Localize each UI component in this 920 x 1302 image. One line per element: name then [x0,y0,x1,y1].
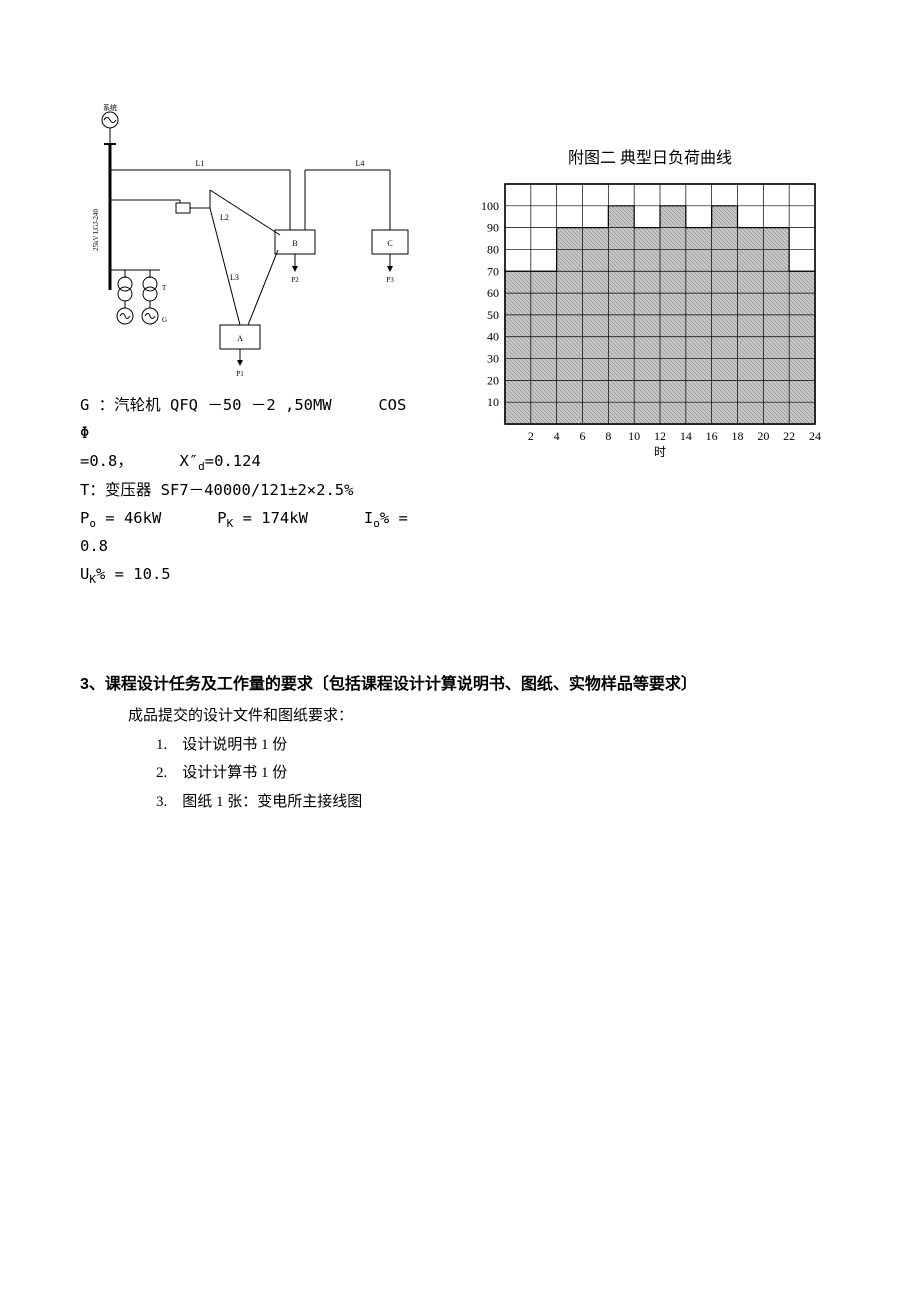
section-3: 3、课程设计任务及工作量的要求〔包括课程设计计算说明书、图纸、实物样品等要求〕 … [80,670,840,816]
svg-text:80: 80 [487,242,499,256]
spec-uk-s: K [89,573,96,586]
svg-text:B: B [292,239,297,248]
svg-text:L3: L3 [230,273,239,282]
svg-text:60: 60 [487,286,499,300]
svg-text:L2: L2 [220,213,229,222]
spec-uk-v: % = 10.5 [96,565,171,583]
section-list: 1. 设计说明书 1 份 2. 设计计算书 1 份 3. 图纸 1 张：变电所主… [128,731,840,817]
spec-pk-v: = 174kW [233,509,308,527]
circuit-diagram: 系统 25kV LGJ-240 L1 L4 B P2 C P3 L2 L3 A P1 T G [80,100,420,380]
svg-text:100: 100 [481,199,499,213]
section-heading: 3、课程设计任务及工作量的要求〔包括课程设计计算说明书、图纸、实物样品等要求〕 [80,670,840,694]
svg-text:2: 2 [528,429,534,443]
svg-text:16: 16 [706,429,718,443]
svg-text:P2: P2 [291,276,299,284]
svg-text:20: 20 [757,429,769,443]
svg-text:22: 22 [783,429,795,443]
svg-text:系统: 系统 [103,103,117,112]
spec-uk-l: U [80,565,89,583]
svg-text:40: 40 [487,330,499,344]
top-row: 系统25kV LGJ-240L1L4BP2CP3L2L3AP1TG G ：汽轮机… [80,100,840,590]
svg-text:6: 6 [580,429,586,443]
spec-line-4: Po = 46kW PK = 174kW Io% = 0.8 [80,505,420,562]
list-item: 1. 设计说明书 1 份 [156,731,840,760]
spec-io-s: o [373,517,380,530]
spec-po-v: = 46kW [96,509,161,527]
svg-text:G: G [162,316,167,324]
spec-po-s: o [89,517,96,530]
right-column: 附图二 典型日负荷曲线 1020304050607080901002468101… [460,100,840,590]
svg-text:4: 4 [554,429,560,443]
svg-text:20: 20 [487,373,499,387]
spec-line-2: =0.8， X″d=0.124 [80,448,420,477]
left-column: 系统 25kV LGJ-240 L1 L4 B P2 C P3 L2 L3 A P1 T G G ：汽轮机… [80,100,420,590]
svg-text:10: 10 [487,395,499,409]
svg-text:P1: P1 [236,370,244,378]
load-curve-chart: 1020304050607080901002468101214161820222… [460,178,840,458]
svg-text:25kV LGJ-240: 25kV LGJ-240 [92,208,100,251]
spec-text-block: G ：汽轮机 QFQ －50 －2 ,50MW COS Φ =0.8， X″d=… [80,392,420,590]
spec-xd-val: =0.124 [205,452,261,470]
svg-text:时: 时 [654,445,666,458]
svg-text:A: A [237,334,243,343]
page: 系统25kV LGJ-240L1L4BP2CP3L2L3AP1TG G ：汽轮机… [0,0,920,856]
list-item: 3. 图纸 1 张：变电所主接线图 [156,788,840,817]
svg-text:C: C [387,239,392,248]
svg-text:P3: P3 [386,276,394,284]
spec-line-1: G ：汽轮机 QFQ －50 －2 ,50MW COS Φ [80,392,420,448]
spec-g-prefix: G ：汽轮机 QFQ －50 －2 ,50MW [80,396,332,414]
chart-title: 附图二 典型日负荷曲线 [460,144,840,168]
svg-text:70: 70 [487,264,499,278]
spec-eq: =0.8， [80,452,133,470]
svg-text:18: 18 [732,429,744,443]
svg-text:L4: L4 [356,159,365,168]
list-item: 2. 设计计算书 1 份 [156,759,840,788]
svg-text:24: 24 [809,429,821,443]
svg-text:30: 30 [487,352,499,366]
spec-xd-sub: d [198,460,205,473]
spec-line-5: UK% = 10.5 [80,561,420,590]
svg-text:10: 10 [628,429,640,443]
spec-xd-prefix: X″ [180,452,199,470]
spec-io-l: I [364,509,373,527]
svg-text:50: 50 [487,308,499,322]
svg-text:14: 14 [680,429,692,443]
section-body: 成品提交的设计文件和图纸要求： 1. 设计说明书 1 份 2. 设计计算书 1 … [80,702,840,816]
spec-pk-l: P [217,509,226,527]
svg-text:90: 90 [487,221,499,235]
svg-text:L1: L1 [196,159,205,168]
spec-po-l: P [80,509,89,527]
svg-text:8: 8 [605,429,611,443]
svg-text:12: 12 [654,429,666,443]
spec-line-3: T：变压器 SF7－40000/121±2×2.5% [80,477,420,505]
section-intro: 成品提交的设计文件和图纸要求： [128,702,840,731]
svg-text:T: T [162,284,167,292]
